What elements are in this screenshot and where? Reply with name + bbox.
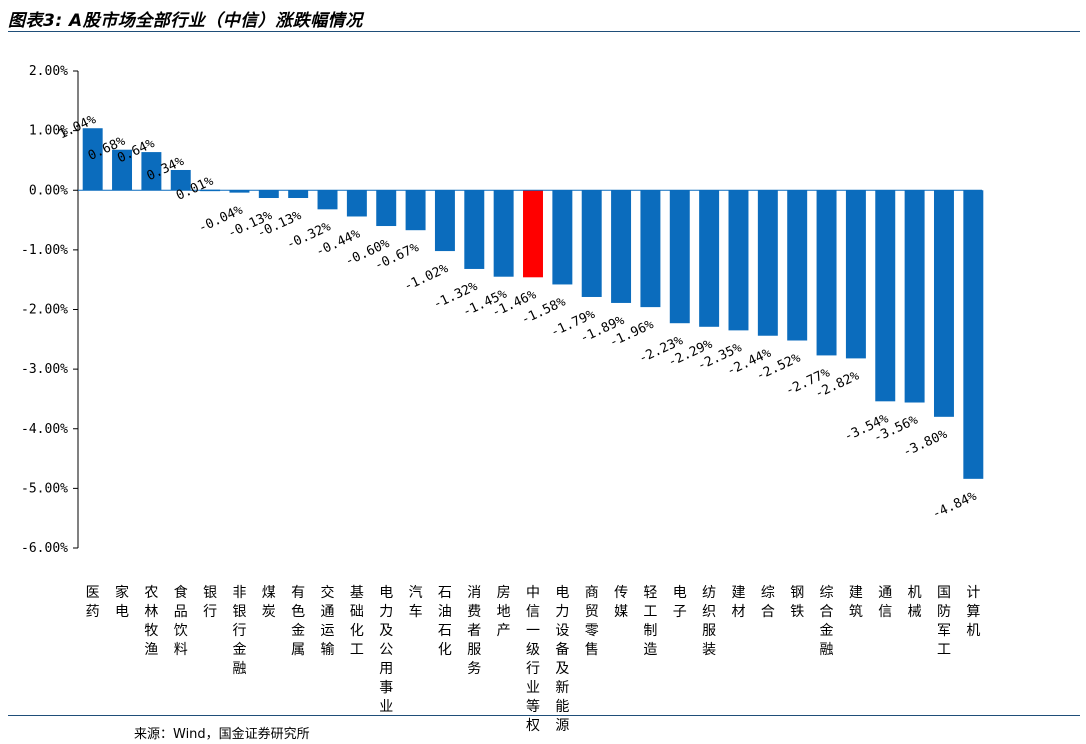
bar: [728, 190, 749, 331]
bar: [229, 190, 250, 193]
bar: [170, 169, 191, 191]
bar: [112, 149, 133, 191]
y-tick-label: -2.00%: [21, 303, 68, 318]
bar: [493, 190, 514, 277]
bottom-rule: [8, 715, 1080, 716]
y-tick-label: -6.00%: [21, 541, 68, 556]
category-label: 建筑: [849, 585, 863, 620]
data-label: -4.84%: [930, 489, 979, 523]
category-label: 计算机: [966, 585, 980, 639]
bar: [405, 190, 426, 231]
data-label: -1.02%: [402, 261, 451, 295]
category-label: 基础化工: [350, 584, 364, 658]
chart-title: 图表3: A股市场全部行业（中信）涨跌幅情况: [8, 11, 363, 31]
bar: [904, 190, 925, 403]
bar: [816, 190, 837, 356]
y-tick-label: -4.00%: [21, 422, 68, 437]
bars: [78, 128, 984, 479]
bar: [640, 190, 661, 308]
category-label: 电力设备及新能源: [555, 585, 569, 734]
data-labels: 1.04%0.68%0.64%0.34%0.01%-0.04%-0.13%-0.…: [57, 112, 980, 522]
bar: [963, 190, 984, 479]
category-label: 银行: [203, 585, 217, 620]
y-tick-label: 0.00%: [29, 183, 68, 198]
bar: [82, 128, 103, 191]
category-label: 农林牧渔: [144, 585, 158, 658]
bar: [434, 190, 455, 252]
category-label: 非银行金融: [232, 585, 246, 677]
category-label: 汽车: [409, 585, 423, 620]
bar: [464, 190, 485, 269]
y-axis: 2.00% 1.00% 0.00% -1.00% -2.00% -3.00% -4.00% -…: [21, 64, 79, 556]
category-label: 商贸零售: [585, 585, 599, 658]
bar: [845, 190, 866, 359]
category-label: 综合: [761, 585, 775, 620]
category-label: 通信: [878, 585, 892, 620]
bar: [787, 190, 808, 341]
bar: [376, 190, 397, 227]
bar: [669, 190, 690, 324]
bar: [346, 190, 367, 217]
bar: [523, 190, 543, 278]
category-label: 交通运输: [321, 584, 335, 658]
category-label: 食品饮料: [174, 584, 188, 658]
bar: [611, 190, 632, 303]
category-label: 钢铁: [790, 585, 804, 620]
bar: [141, 152, 162, 191]
category-label: 国防军工: [937, 585, 951, 658]
bar: [288, 190, 309, 199]
category-label: 机械: [908, 585, 922, 620]
category-label: 房地产: [497, 585, 511, 639]
category-label: 建材: [731, 585, 745, 620]
category-label: 传媒: [614, 585, 628, 620]
bar: [581, 190, 602, 297]
bar: [933, 190, 954, 417]
category-label: 综合金融: [820, 585, 834, 658]
category-label: 电力及公用事业: [379, 585, 393, 715]
top-rule: [8, 31, 1080, 32]
category-label: 家电: [115, 584, 129, 620]
bar: [699, 190, 720, 327]
category-label: 煤炭: [262, 585, 276, 620]
category-label: 电子: [673, 585, 687, 620]
bar: [757, 190, 778, 336]
bar: [317, 190, 338, 210]
category-label: 医药: [86, 585, 100, 620]
y-tick-label: -1.00%: [21, 243, 68, 258]
category-label: 有色金属: [291, 585, 305, 658]
category-label: 轻工制造: [643, 585, 657, 658]
bar: [552, 190, 573, 285]
category-label: 纺织服装: [702, 585, 716, 658]
category-label: 消费者服务: [467, 585, 481, 677]
y-tick-label: -5.00%: [21, 481, 68, 496]
category-label: 中信一级行业等权: [526, 585, 540, 734]
y-tick-label: 1.00%: [29, 124, 68, 139]
category-label: 石油石化: [438, 585, 452, 658]
y-tick-label: 2.00%: [29, 64, 68, 79]
bar: [875, 190, 896, 402]
source-note: 来源：Wind，国金证券研究所: [134, 727, 310, 742]
bar: [258, 190, 279, 199]
y-tick-label: -3.00%: [21, 362, 68, 377]
